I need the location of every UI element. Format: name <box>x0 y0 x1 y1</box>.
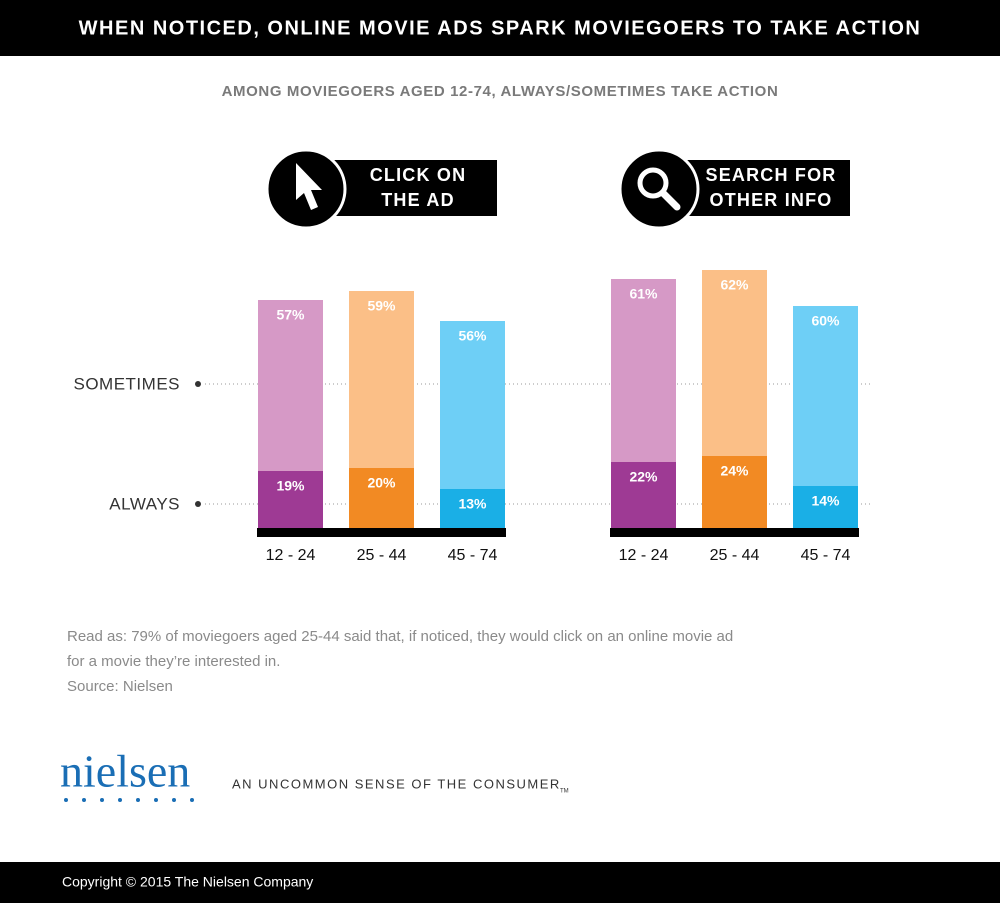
note: Read as: 79% of moviegoers aged 25-44 sa… <box>67 628 733 645</box>
search-icon <box>637 167 669 199</box>
tagline: AN UNCOMMON SENSE OF THE CONSUMER <box>232 776 561 791</box>
value-label: 59% <box>367 298 396 314</box>
value-label: 22% <box>629 469 658 485</box>
logo: nielsen <box>60 746 190 797</box>
baseline <box>610 528 859 537</box>
search-icon <box>659 189 681 211</box>
source: Source: Nielsen <box>67 678 173 695</box>
x-tick-label: 12 - 24 <box>619 547 669 564</box>
bar-segment <box>440 321 505 489</box>
value-label: 14% <box>811 493 840 509</box>
trademark: TM <box>560 789 569 795</box>
value-label: 56% <box>458 328 487 344</box>
copyright: Copyright © 2015 The Nielsen Company <box>62 874 313 890</box>
bar-segment <box>611 462 676 528</box>
bar-segment <box>349 468 414 528</box>
chart-title: THE AD <box>381 190 455 210</box>
chart-title: CLICK ON <box>370 165 467 185</box>
value-label: 20% <box>367 475 396 491</box>
bar-segment <box>440 489 505 528</box>
value-label: 62% <box>720 277 749 293</box>
cursor-icon <box>296 163 322 210</box>
note: for a movie they’re interested in. <box>67 653 280 670</box>
bar-segment <box>702 270 767 456</box>
value-label: 57% <box>276 307 305 323</box>
x-tick-label: 25 - 44 <box>357 547 407 564</box>
bar-segment <box>349 291 414 468</box>
chart-title: SEARCH FOR <box>705 165 836 185</box>
bar-segment <box>702 456 767 528</box>
guide-dot <box>195 381 201 387</box>
series-label: SOMETIMES <box>73 374 180 393</box>
logo-dots <box>64 798 194 802</box>
value-label: 60% <box>811 313 840 329</box>
value-label: 13% <box>458 496 487 512</box>
title-box <box>683 160 850 216</box>
x-tick-label: 45 - 74 <box>801 547 851 564</box>
bar-segment <box>258 300 323 471</box>
x-tick-label: 45 - 74 <box>448 547 498 564</box>
title: WHEN NOTICED, ONLINE MOVIE ADS SPARK MOV… <box>79 17 922 39</box>
bar-segment <box>611 279 676 462</box>
header-bar <box>0 0 1000 56</box>
value-label: 24% <box>720 463 749 479</box>
baseline <box>257 528 506 537</box>
subtitle: AMONG MOVIEGOERS AGED 12-74, ALWAYS/SOME… <box>222 83 779 100</box>
x-tick-label: 25 - 44 <box>710 547 760 564</box>
series-label: ALWAYS <box>109 494 180 513</box>
guide-dot <box>195 501 201 507</box>
bar-segment <box>258 471 323 528</box>
title-box <box>330 160 497 216</box>
chart-title: OTHER INFO <box>710 190 833 210</box>
bar-segment <box>793 306 858 486</box>
bar-segment <box>793 486 858 528</box>
value-label: 61% <box>629 286 658 302</box>
footer-bar <box>0 862 1000 903</box>
x-tick-label: 12 - 24 <box>266 547 316 564</box>
value-label: 19% <box>276 478 305 494</box>
icon-circle <box>618 148 700 230</box>
